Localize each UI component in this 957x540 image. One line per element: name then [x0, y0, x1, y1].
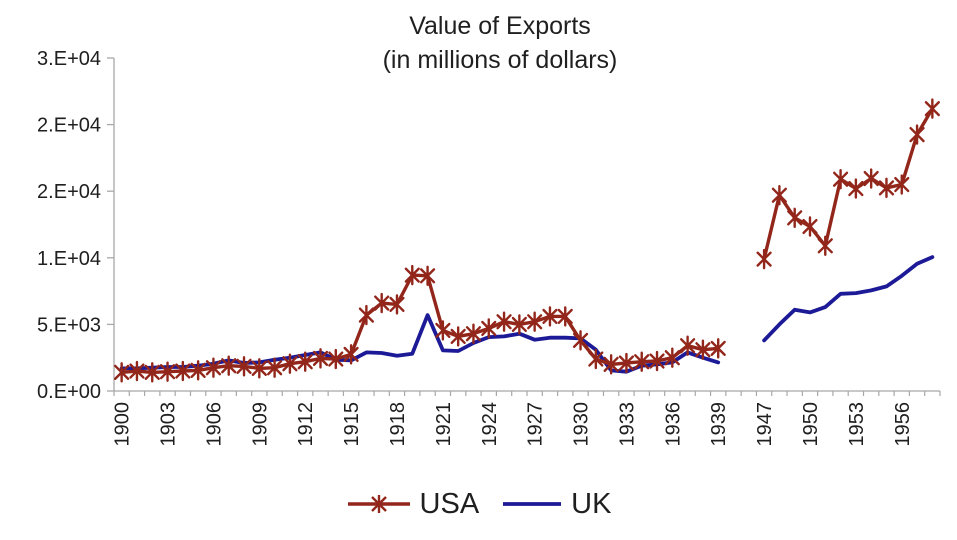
usa-marker-asterisk [481, 318, 497, 339]
usa-marker-asterisk [205, 357, 222, 378]
usa-marker-asterisk [328, 348, 344, 370]
legend-label-uk: UK [571, 487, 612, 520]
usa-marker-asterisk [802, 216, 818, 237]
usa-marker-asterisk [465, 323, 482, 344]
legend-label-usa: USA [419, 487, 480, 520]
x-tick-label: 1933 [616, 402, 638, 447]
x-tick-label: 1903 [158, 402, 180, 447]
usa-marker-asterisk [894, 174, 910, 195]
usa-marker-asterisk [282, 353, 298, 374]
chart-title: Value of Exports (in millions of dollars… [43, 9, 957, 77]
usa-marker-asterisk [527, 311, 543, 332]
usa-marker-asterisk [435, 320, 451, 341]
usa-marker-asterisk [618, 352, 635, 374]
usa-marker-asterisk [878, 177, 895, 199]
x-tick-label: 1927 [525, 402, 547, 447]
x-tick-label: 1912 [295, 402, 317, 447]
usa-series-line [119, 106, 935, 375]
usa-marker-asterisk [863, 168, 879, 189]
y-tick-label: 0.E+00 [37, 381, 101, 403]
usa-marker-asterisk [297, 351, 313, 372]
x-tick-label: 1906 [203, 402, 225, 447]
usa-marker-asterisk [129, 360, 145, 382]
usa-marker-asterisk [588, 348, 604, 370]
x-tick-label: 1953 [846, 402, 868, 447]
uk-line-icon [503, 502, 562, 506]
x-tick-label: 1918 [387, 402, 409, 447]
usa-marker-asterisk [144, 362, 160, 383]
y-tick-label: 5.E+03 [37, 314, 101, 336]
usa-marker-asterisk [358, 304, 374, 326]
usa-marker-asterisk [114, 362, 130, 383]
usa-marker-asterisk [603, 354, 619, 375]
uk-series-line [119, 255, 935, 374]
usa-marker-asterisk [175, 360, 191, 382]
usa-marker-asterisk [557, 306, 573, 327]
usa-marker-asterisk [680, 335, 696, 356]
usa-marker-asterisk [572, 330, 589, 351]
x-tick-label: 1900 [112, 402, 134, 447]
y-tick-label: 1.E+04 [37, 248, 101, 270]
legend-item-uk: UK [501, 488, 611, 521]
usa-marker-asterisk [251, 358, 267, 379]
usa-marker-asterisk [848, 178, 864, 199]
usa-marker-asterisk [832, 169, 849, 190]
y-tick-label: 2.E+04 [37, 181, 101, 203]
usa-marker-asterisk [771, 184, 787, 206]
usa-marker-asterisk [389, 294, 405, 315]
usa-marker-asterisk [542, 306, 558, 327]
x-tick-label: 1947 [754, 402, 776, 447]
usa-marker-asterisk [511, 314, 527, 335]
y-tick-label: 2.E+04 [37, 115, 101, 137]
usa-marker-asterisk [419, 265, 436, 286]
x-tick-label: 1939 [708, 402, 730, 447]
usa-marker-asterisk [343, 344, 359, 365]
usa-marker-asterisk [664, 347, 680, 368]
usa-marker-asterisk [374, 292, 390, 314]
x-tick-label: 1915 [341, 402, 363, 447]
usa-marker-asterisk [695, 339, 711, 360]
usa-marker-asterisk [909, 124, 925, 145]
usa-marker-asterisk [756, 248, 772, 270]
x-tick-label: 1921 [433, 402, 455, 447]
usa-marker-asterisk [404, 264, 420, 286]
usa-marker-asterisk [221, 355, 237, 376]
x-tick-label: 1950 [800, 402, 822, 447]
usa-marker-asterisk [159, 361, 176, 382]
usa-marker-asterisk [924, 98, 940, 119]
usa-marker-asterisk [312, 348, 329, 369]
usa-marker-asterisk [634, 351, 650, 372]
usa-marker-asterisk [450, 326, 466, 347]
chart-title-line2: (in millions of dollars) [382, 46, 618, 74]
usa-marker-asterisk [267, 357, 283, 378]
usa-marker-asterisk [236, 356, 252, 377]
y-tick-label: 3.E+04 [37, 48, 101, 70]
usa-marker-asterisk [190, 360, 206, 381]
x-tick-label: 1924 [479, 402, 501, 447]
usa-line-asterisk-icon [347, 495, 410, 513]
usa-marker-asterisk [496, 311, 512, 332]
x-tick-label: 1956 [892, 402, 914, 447]
usa-marker-asterisk [649, 350, 665, 372]
x-tick-label: 1936 [662, 402, 684, 447]
legend-item-usa: USA [346, 487, 480, 521]
chart-legend: USA UK [0, 486, 957, 522]
chart-title-line1: Value of Exports [409, 12, 591, 40]
x-tick-label: 1930 [571, 402, 593, 447]
usa-marker-asterisk [710, 338, 726, 359]
usa-marker-asterisk [787, 207, 803, 229]
usa-marker-asterisk [817, 235, 833, 257]
x-tick-label: 1909 [249, 402, 271, 447]
